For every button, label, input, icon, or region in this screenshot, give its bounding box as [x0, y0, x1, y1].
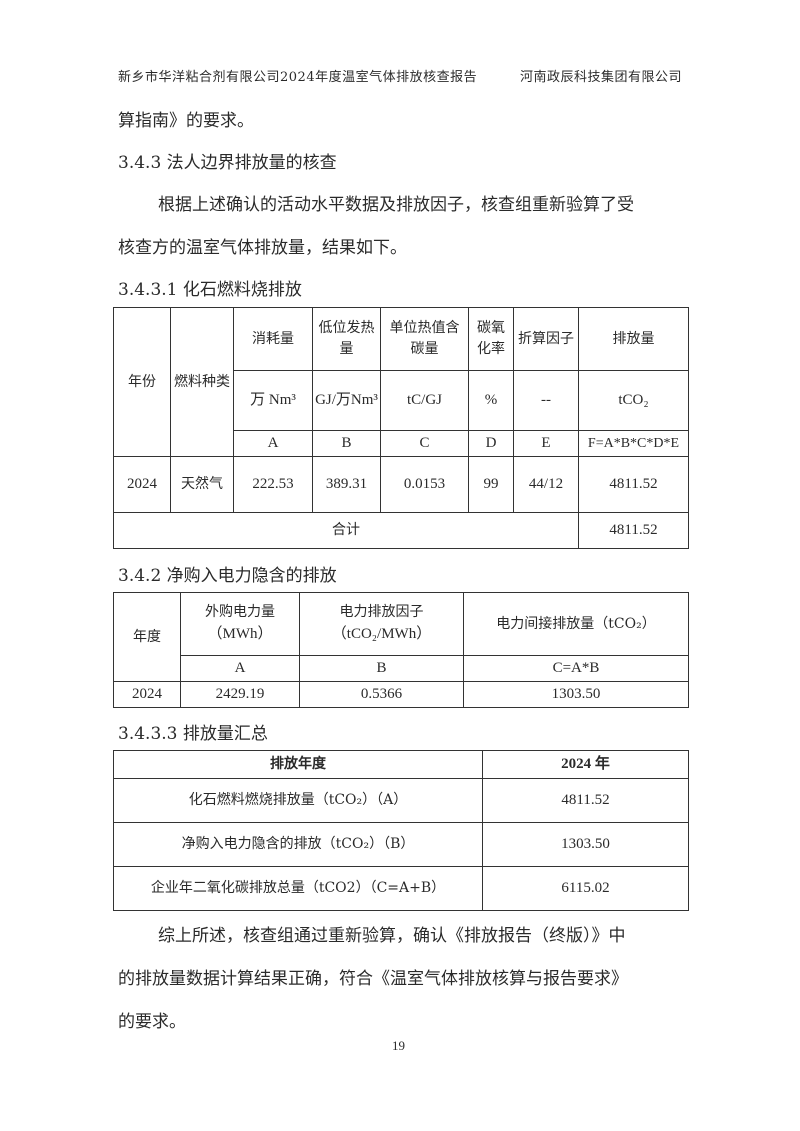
col-code: E: [513, 430, 579, 457]
cell-value: 389.31: [312, 456, 381, 513]
col-name: 折算因子: [513, 307, 579, 371]
cell-value: 0.5366: [299, 681, 464, 708]
cell-value: 44/12: [513, 456, 579, 513]
col-unit: （MWh）: [207, 626, 273, 643]
row-value: 4811.52: [482, 778, 689, 823]
cell-value: 99: [468, 456, 514, 513]
fuel-header: 燃料种类: [170, 307, 234, 457]
col-name: 碳氧化率: [468, 307, 514, 371]
col-unit: tC/GJ: [380, 370, 469, 431]
table-row: 2024 2429.19 0.5366 1303.50: [113, 681, 689, 708]
table-row: 净购入电力隐含的排放（tCO₂）（B） 1303.50: [113, 822, 689, 867]
row-label: 净购入电力隐含的排放（tCO₂）（B）: [113, 822, 483, 867]
col-unit: tCO₂: [578, 370, 689, 431]
section-heading: 3.4.3.1 化石燃料烧排放: [118, 280, 302, 300]
col-unit: 万 Nm³: [233, 370, 313, 431]
paragraph-line: 综上所述，核查组通过重新验算，确认《排放报告（终版）》中: [158, 926, 626, 946]
row-label: 企业年二氧化碳排放总量（tCO2）（C=A+B）: [113, 866, 483, 911]
col-code: C=A*B: [463, 655, 689, 682]
col-code: B: [299, 655, 464, 682]
page-number: 19: [392, 1038, 405, 1053]
row-value: 6115.02: [482, 866, 689, 911]
year-header: 年份: [113, 307, 171, 457]
col-name: 电力排放因子: [339, 604, 424, 621]
col-name: 消耗量: [233, 307, 313, 371]
col-code: D: [468, 430, 514, 457]
col-name: 低位发热量: [312, 307, 381, 371]
col-header: 2024 年: [482, 750, 689, 779]
section-heading: 3.4.3.3 排放量汇总: [118, 724, 268, 744]
paragraph-line: 核查方的温室气体排放量，结果如下。: [118, 238, 407, 258]
col-unit: GJ/万Nm³: [312, 370, 381, 431]
col-header: 电力排放因子 （tCO₂/MWh）: [299, 592, 464, 656]
table-row: 企业年二氧化碳排放总量（tCO2）（C=A+B） 6115.02: [113, 866, 689, 911]
col-unit: （tCO₂/MWh）: [331, 626, 432, 643]
table-row: 化石燃料燃烧排放量（tCO₂）（A） 4811.52: [113, 778, 689, 823]
col-code: C: [380, 430, 469, 457]
col-code: A: [180, 655, 300, 682]
col-unit: %: [468, 370, 514, 431]
col-header: 排放年度: [113, 750, 483, 779]
col-code: B: [312, 430, 381, 457]
total-row: 合计 4811.52: [113, 512, 689, 549]
col-name: 排放量: [578, 307, 689, 371]
cell-value: 2429.19: [180, 681, 300, 708]
row-value: 1303.50: [482, 822, 689, 867]
paragraph-line: 的排放量数据计算结果正确，符合《温室气体排放核算与报告要求》: [118, 969, 628, 989]
header-right: 河南政辰科技集团有限公司: [520, 70, 683, 85]
summary-table: 排放年度 2024 年 化石燃料燃烧排放量（tCO₂）（A） 4811.52 净…: [113, 750, 689, 911]
cell-year: 2024: [113, 456, 171, 513]
paragraph-line: 根据上述确认的活动水平数据及排放因子，核查组重新验算了受: [158, 195, 634, 215]
col-unit: --: [513, 370, 579, 431]
cell-value: 0.0153: [380, 456, 469, 513]
total-label: 合计: [113, 512, 579, 549]
cell-value: 222.53: [233, 456, 313, 513]
table-row: 2024 天然气 222.53 389.31 0.0153 99 44/12 4…: [113, 456, 689, 513]
col-name: 电力间接排放量（tCO₂）: [463, 592, 689, 656]
section-heading: 3.4.2 净购入电力隐含的排放: [118, 566, 337, 586]
cell-fuel: 天然气: [170, 456, 234, 513]
fossil-fuel-table: 年份 燃料种类 消耗量 低位发热量 单位热值含碳量 碳氧化率 折算因子 排放量 …: [113, 307, 689, 549]
cell-year: 2024: [113, 681, 181, 708]
row-label: 化石燃料燃烧排放量（tCO₂）（A）: [113, 778, 483, 823]
electricity-table: 年度 外购电力量 （MWh） 电力排放因子 （tCO₂/MWh） 电力间接排放量（t…: [113, 592, 689, 708]
paragraph-line: 的要求。: [118, 1012, 186, 1032]
year-header: 年度: [113, 592, 181, 682]
section-heading: 3.4.3 法人边界排放量的核查: [118, 153, 337, 173]
col-code: A: [233, 430, 313, 457]
col-name: 单位热值含碳量: [380, 307, 469, 371]
col-name: 外购电力量: [205, 604, 275, 621]
total-value: 4811.52: [578, 512, 689, 549]
text-line: 算指南》的要求。: [118, 111, 254, 131]
col-code: F=A*B*C*D*E: [578, 430, 689, 457]
cell-value: 4811.52: [578, 456, 689, 513]
header-left: 新乡市华洋粘合剂有限公司2024年度温室气体排放核查报告: [118, 70, 478, 85]
col-header: 外购电力量 （MWh）: [180, 592, 300, 656]
cell-value: 1303.50: [463, 681, 689, 708]
